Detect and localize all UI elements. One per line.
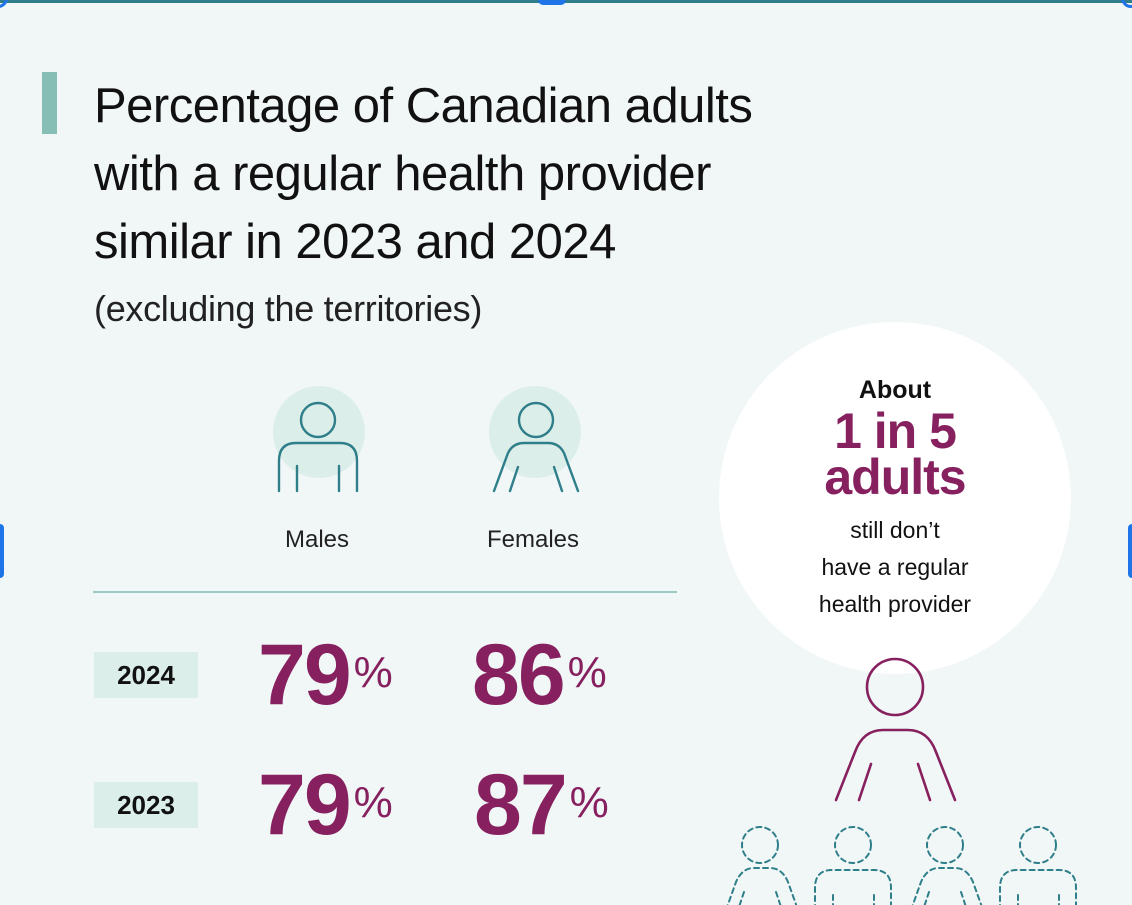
resize-handle-top-left[interactable] — [0, 0, 8, 8]
value-number: 79 — [258, 757, 352, 853]
callout-prefix: About — [858, 376, 932, 404]
callout-highlight-line: 1 in 5 — [834, 403, 957, 459]
resize-handle-top[interactable] — [538, 0, 566, 5]
value-males-2024: 79% — [258, 632, 393, 718]
value-number: 79 — [258, 627, 352, 723]
column-label-females: Females — [486, 526, 580, 553]
value-females-2024: 86% — [472, 632, 607, 718]
male-person-icon — [268, 385, 368, 495]
callout-text: still don’t have a regular health provid… — [719, 512, 1071, 623]
callout-text-line: still don’t — [850, 517, 940, 543]
percent-sign: % — [353, 778, 393, 827]
callout-bubble — [719, 322, 1071, 674]
year-badge-2024: 2024 — [94, 652, 198, 698]
highlighted-person-icon — [834, 657, 957, 802]
infographic-subtitle: (excluding the territories) — [94, 288, 483, 329]
value-females-2023: 87% — [474, 762, 609, 848]
header-divider — [93, 591, 677, 593]
callout-highlight: 1 in 5 adults — [719, 403, 1071, 505]
column-label-males: Males — [284, 526, 350, 553]
title-line: with a regular health provider — [94, 147, 711, 201]
value-males-2023: 79% — [258, 762, 393, 848]
callout-highlight-line: adults — [824, 449, 966, 505]
percent-sign: % — [353, 648, 393, 697]
value-number: 86 — [472, 627, 566, 723]
title-accent-bar — [42, 72, 57, 134]
callout-text-line: have a regular — [821, 554, 969, 580]
infographic-title: Percentage of Canadian adults with a reg… — [94, 72, 894, 276]
value-number: 87 — [474, 757, 568, 853]
percent-sign: % — [569, 778, 609, 827]
dashed-person-icon — [911, 826, 983, 905]
callout-text-line: health provider — [818, 591, 972, 617]
percent-sign: % — [567, 648, 607, 697]
dashed-person-icon — [726, 826, 798, 905]
dashed-person-icon — [999, 826, 1077, 905]
crowd-illustration — [718, 650, 1098, 905]
year-badge-2023: 2023 — [94, 782, 198, 828]
title-line: similar in 2023 and 2024 — [94, 215, 616, 269]
title-line: Percentage of Canadian adults — [94, 79, 753, 133]
dashed-person-icon — [814, 826, 892, 905]
female-person-icon — [484, 385, 584, 495]
selection-frame-top-edge — [0, 0, 1132, 3]
resize-handle-left[interactable] — [0, 524, 4, 578]
resize-handle-right[interactable] — [1128, 524, 1132, 578]
resize-handle-top-right[interactable] — [1121, 0, 1132, 8]
